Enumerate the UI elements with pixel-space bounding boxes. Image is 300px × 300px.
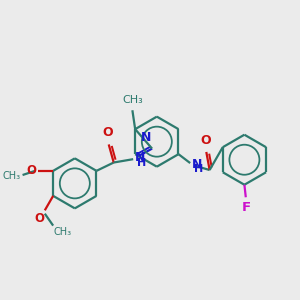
Text: O: O xyxy=(26,164,36,177)
Text: O: O xyxy=(200,134,211,147)
Text: N: N xyxy=(135,151,145,164)
Text: O: O xyxy=(103,126,113,140)
Text: H: H xyxy=(137,158,146,167)
Text: N: N xyxy=(192,158,202,171)
Text: CH₃: CH₃ xyxy=(54,227,72,237)
Text: N: N xyxy=(141,131,151,144)
Text: CH₃: CH₃ xyxy=(2,171,20,181)
Text: H: H xyxy=(194,164,203,174)
Text: O: O xyxy=(34,212,44,225)
Text: F: F xyxy=(242,201,251,214)
Text: CH₃: CH₃ xyxy=(122,95,143,105)
